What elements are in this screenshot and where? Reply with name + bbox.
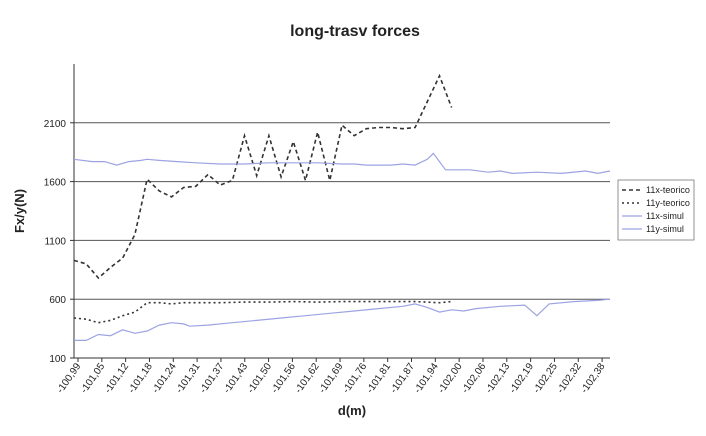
y-tick-label: 100: [49, 354, 66, 365]
series-line-11x-teorico: [73, 73, 453, 280]
y-tick-label: 2100: [44, 119, 67, 130]
series-lines: [73, 73, 611, 341]
y-tick-label: 1100: [44, 236, 66, 247]
y-tick-labels: 100 600 1100 1600 2100: [44, 119, 74, 365]
legend: 11x-teorico 11y-teorico 11x-simul 11y-simul: [617, 179, 695, 241]
x-tick-labels: -100,99-101,05-101,12-101,18-101,24-101,…: [55, 358, 608, 396]
series-line-11y-teorico: [73, 300, 452, 324]
x-tick-label: -102,38: [579, 361, 608, 395]
y-tick-label: 600: [49, 295, 66, 306]
x-axis-title: d(m): [338, 403, 366, 418]
series-line-11x-simul: [73, 152, 611, 175]
series-line-11y-simul: [74, 298, 611, 341]
y-axis-title: Fx/y(N): [12, 189, 27, 233]
axes: [73, 64, 610, 359]
legend-label: 11y-simul: [646, 224, 684, 234]
legend-label: 11x-teorico: [646, 185, 690, 195]
gridlines: [74, 122, 610, 300]
y-tick-label: 1600: [44, 178, 67, 189]
chart-title: long-trasv forces: [290, 23, 420, 40]
legend-label: 11y-teorico: [646, 198, 690, 208]
legend-label: 11x-simul: [646, 211, 684, 221]
